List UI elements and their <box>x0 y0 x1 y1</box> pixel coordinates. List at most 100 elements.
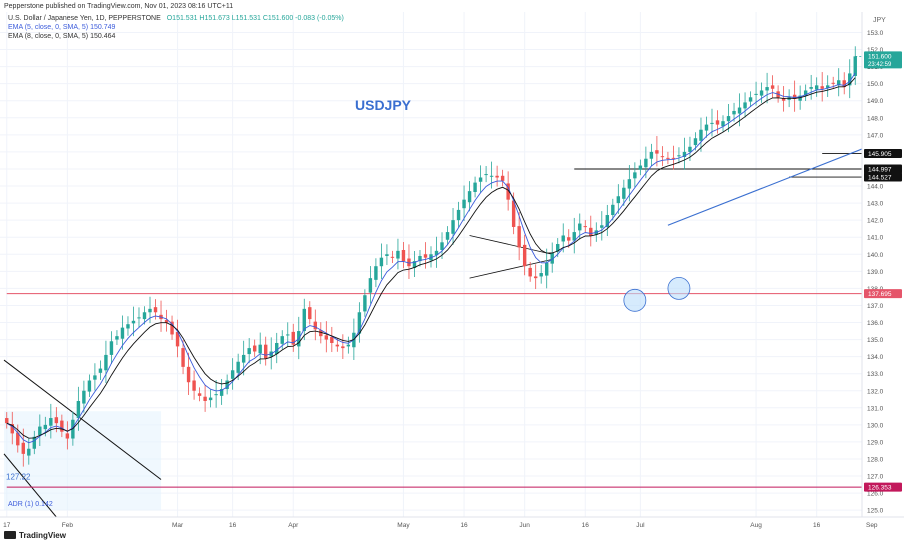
price-axis[interactable]: 125.0 126.0 127.0 128.0 129.0 130.0 131.0 132.0… <box>867 30 884 515</box>
candle-body <box>550 252 554 264</box>
candle-body <box>368 278 373 293</box>
brand-name: TradingView <box>19 531 66 540</box>
price-line-badge <box>864 289 902 299</box>
candle-body <box>412 261 417 268</box>
x-tick-label: 16 <box>229 522 237 529</box>
candle-body <box>831 82 835 84</box>
y-tick-label: 142.0 <box>867 218 884 225</box>
candle-body <box>264 344 268 359</box>
y-tick-label: 137.0 <box>867 303 884 310</box>
candle-body <box>814 85 819 90</box>
candle-body <box>219 389 224 396</box>
candle-body <box>236 361 240 373</box>
candle-body <box>837 80 841 86</box>
candle-body <box>109 341 114 355</box>
candle-body <box>308 307 312 320</box>
candle-body <box>825 85 830 88</box>
ema5-line <box>6 72 856 444</box>
candle-body <box>346 344 351 347</box>
candle-body <box>611 204 615 216</box>
y-tick-label: 139.0 <box>867 269 884 276</box>
y-tick-label: 131.0 <box>867 405 884 412</box>
candle-body <box>489 175 494 177</box>
candle-body <box>302 308 306 332</box>
y-tick-label: 126.0 <box>867 491 884 498</box>
candle-body <box>32 436 37 449</box>
x-tick-label: Jun <box>519 522 530 529</box>
candle-body <box>792 94 797 100</box>
candle-body <box>561 235 565 242</box>
candle-body <box>401 249 406 262</box>
x-tick-label: May <box>397 522 410 529</box>
candle-body <box>335 344 340 347</box>
y-tick-label: 153.0 <box>867 30 884 37</box>
candle-body <box>43 424 48 430</box>
candle-body <box>148 308 152 313</box>
candle-body <box>76 400 81 419</box>
y-tick-label: 140.0 <box>867 252 884 259</box>
price-line-badge <box>864 149 902 159</box>
tradingview-logo: TradingView <box>4 531 66 540</box>
candle-body <box>848 73 852 86</box>
y-tick-label: 132.0 <box>867 388 884 395</box>
candle-body <box>528 267 532 277</box>
candle-body <box>153 307 158 313</box>
candle-body <box>98 368 103 373</box>
candle-body <box>462 199 466 209</box>
candle-body <box>324 335 329 340</box>
candle-body <box>38 426 42 436</box>
candle-body <box>330 337 334 343</box>
candle-body <box>175 331 180 347</box>
candle-body <box>583 226 587 228</box>
candle-body <box>214 394 218 396</box>
symbol-line: U.S. Dollar / Japanese Yen, 1D, PEPPERST… <box>8 15 344 22</box>
candle-body <box>230 370 235 379</box>
x-tick-label: Jul <box>636 522 645 529</box>
candle-body <box>203 396 207 401</box>
candle-body <box>192 380 196 391</box>
candle-body <box>544 262 549 276</box>
candle-body <box>82 390 86 404</box>
candle-body <box>715 120 720 125</box>
symbol-title: U.S. Dollar / Japanese Yen, 1D, PEPPERST… <box>8 15 161 22</box>
published-line: Pepperstone published on TradingView.com… <box>4 3 234 10</box>
ohlc-values: O151.531 H151.673 L151.531 C151.600 -0.0… <box>166 15 344 22</box>
candle-body <box>142 312 147 320</box>
candle-body <box>671 157 676 159</box>
time-axis[interactable]: 17FebMar16AprMay16Jun16JulAug16SepOct17N… <box>3 522 904 529</box>
candle-body <box>197 393 202 396</box>
ytd-label: 127.22 <box>6 472 31 481</box>
candle-body <box>291 331 295 345</box>
candle-body <box>60 420 64 432</box>
y-tick-label: 141.0 <box>867 235 884 242</box>
candle-body <box>164 319 169 323</box>
adr-indicator: ADR (1) 0.142 <box>8 501 53 508</box>
countdown-text: 23:42:59 <box>868 62 892 68</box>
ema8-legend: EMA (8, close, 0, SMA, 5) 150.464 <box>8 33 116 40</box>
candle-body <box>649 151 654 159</box>
y-tick-label: 143.0 <box>867 201 884 208</box>
y-tick-label: 134.0 <box>867 354 884 361</box>
candle-body <box>759 90 764 96</box>
currency-label: JPY <box>873 17 886 24</box>
candle-body <box>181 348 185 367</box>
candle-body <box>186 366 191 383</box>
y-tick-label: 150.0 <box>867 81 884 88</box>
annotations-back <box>3 153 862 518</box>
candle-body <box>10 424 14 434</box>
candle-body <box>407 258 411 267</box>
candle-body <box>93 375 97 380</box>
candle-body <box>704 124 709 131</box>
candle-body <box>633 172 637 179</box>
candle-body <box>556 244 560 252</box>
candle-body <box>737 107 742 114</box>
y-tick-label: 125.0 <box>867 508 884 515</box>
chart-title: USDJPY <box>355 97 412 113</box>
candle-body <box>539 273 543 277</box>
candle-body <box>533 276 538 279</box>
candle-body <box>693 138 698 146</box>
x-tick-label: Mar <box>172 522 184 529</box>
y-tick-label: 127.0 <box>867 474 884 481</box>
